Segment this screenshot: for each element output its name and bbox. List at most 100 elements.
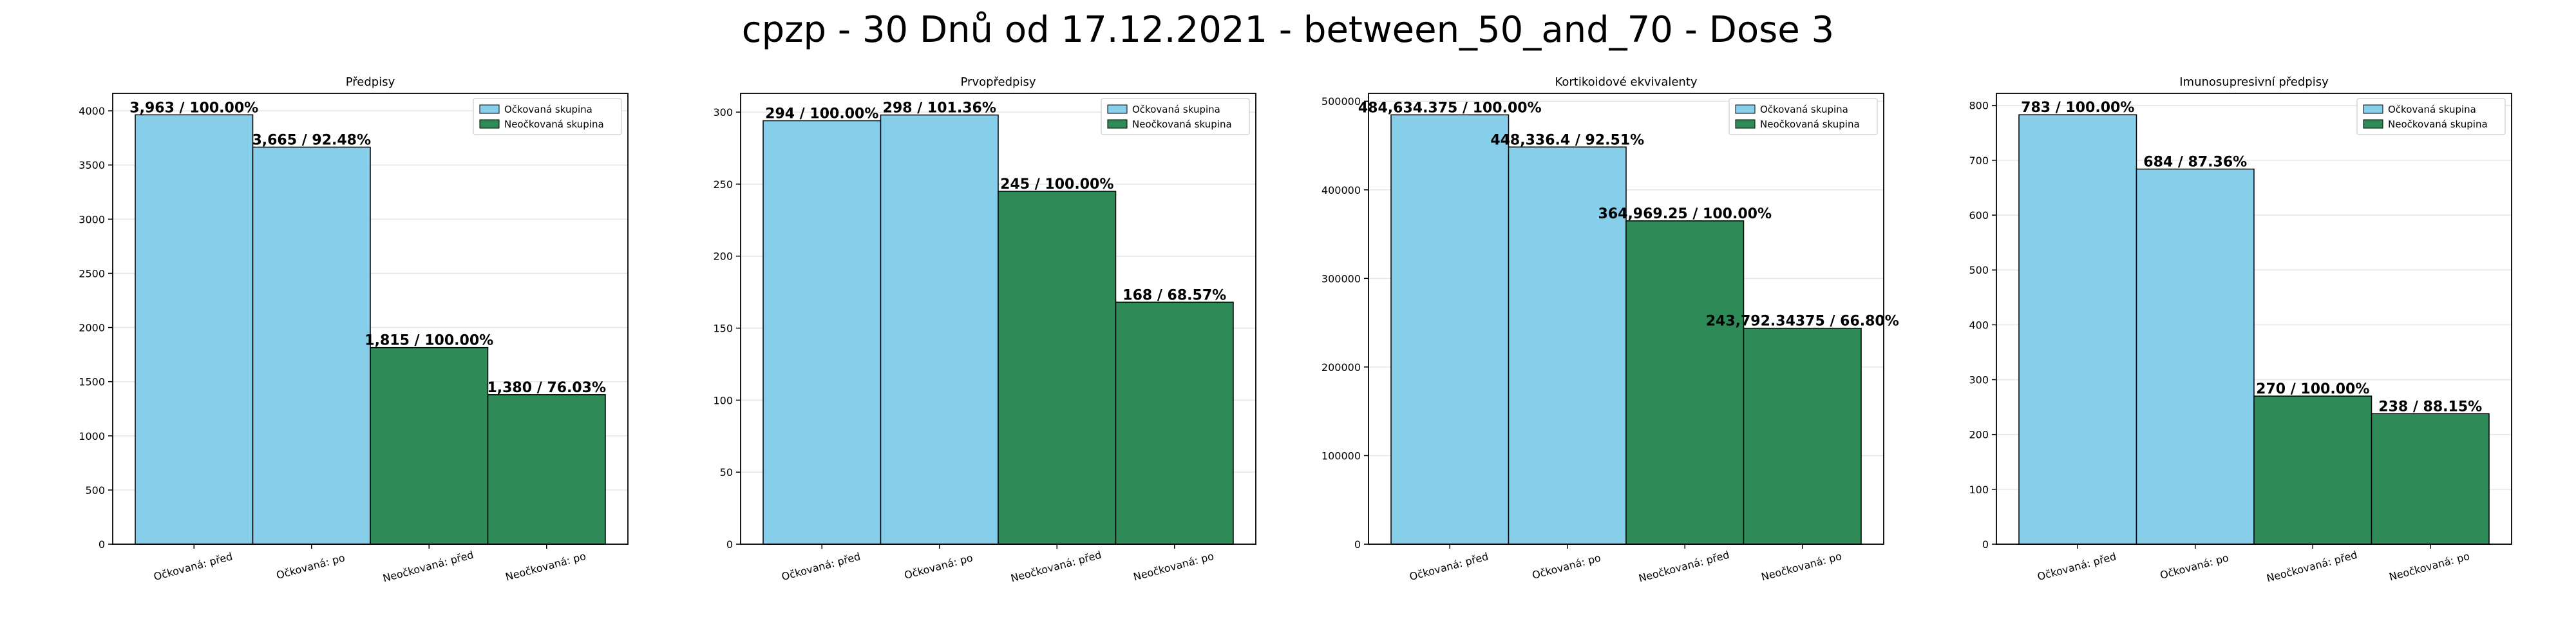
y-tick-label: 3000: [79, 213, 105, 225]
x-tick-label: Neočkovaná: před: [1637, 549, 1730, 585]
bar-4: [2371, 413, 2490, 545]
x-tick-label: Neočkovaná: po: [2388, 550, 2471, 583]
legend: Očkovaná skupina Neočkovaná skupina: [2356, 98, 2506, 135]
y-tick-label: 0: [1354, 538, 1361, 551]
y-tick-label: 600: [1969, 209, 1989, 222]
y-tick-label: 0: [99, 538, 105, 551]
y-tick-label: 100000: [1321, 450, 1361, 462]
bar-value-label: 294 / 100.00%: [765, 106, 878, 122]
axes-frame: [740, 93, 1256, 545]
legend: Očkovaná skupina Neočkovaná skupina: [1101, 98, 1250, 135]
bar-value-label: 783 / 100.00%: [2021, 100, 2134, 116]
y-tick-label: 500000: [1321, 95, 1361, 108]
y-tick-label: 500: [1969, 264, 1989, 276]
bar-3: [1625, 220, 1745, 545]
legend-box: [1101, 98, 1250, 135]
y-tick-label: 4000: [79, 105, 105, 117]
axes-frame: [112, 93, 629, 545]
legend-swatch: [479, 119, 500, 129]
x-tick-label: Neočkovaná: po: [1760, 550, 1843, 583]
chart-title: Kortikoidové ekvivalenty: [1555, 75, 1697, 89]
chart-panel-2: 294 / 100.00% 298 / 101.36% 245 / 100.00% 1…: [713, 75, 1256, 585]
y-tick-label: 0: [726, 538, 733, 551]
x-tick-label: Neočkovaná: po: [1132, 550, 1215, 583]
bar-value-label: 684 / 87.36%: [2143, 155, 2247, 171]
x-tick-label: Očkovaná: před: [1408, 550, 1490, 583]
bar-1: [135, 114, 254, 545]
y-tick-label: 3500: [79, 159, 105, 171]
y-tick-label: 400000: [1321, 184, 1361, 196]
bar-value-label: 238 / 88.15%: [2378, 399, 2482, 415]
legend-label: Neočkovaná skupina: [1760, 118, 1860, 130]
x-tick-label: Očkovaná: po: [275, 551, 346, 582]
y-tick-label: 300: [713, 106, 733, 118]
axes-frame: [1368, 93, 1884, 545]
y-tick-label: 100: [1969, 484, 1989, 496]
legend-label: Očkovaná skupina: [2388, 104, 2476, 115]
legend-label: Očkovaná skupina: [504, 104, 592, 115]
chart-title: Imunosupresivní předpisy: [2179, 75, 2329, 89]
x-tick-label: Neočkovaná: před: [1009, 549, 1103, 585]
bar-value-label: 3,963 / 100.00%: [129, 100, 258, 116]
bar-4: [487, 394, 606, 545]
bar-value-label: 270 / 100.00%: [2256, 381, 2369, 397]
legend: Očkovaná skupina Neočkovaná skupina: [1728, 98, 1878, 135]
bar-value-label: 1,815 / 100.00%: [365, 333, 493, 349]
bar-2: [1508, 146, 1627, 545]
chart-title: Prvopředpisy: [961, 75, 1036, 89]
legend-swatch: [1735, 104, 1756, 114]
bar-value-label: 298 / 101.36%: [883, 100, 996, 117]
y-tick-label: 500: [85, 484, 105, 497]
x-tick-label: Očkovaná: po: [2159, 551, 2230, 582]
bar-value-label: 1,380 / 76.03%: [487, 380, 606, 396]
legend: Očkovaná skupina Neočkovaná skupina: [473, 98, 622, 135]
chart-title: Předpisy: [346, 75, 395, 89]
bar-value-label: 484,634.375 / 100.00%: [1358, 100, 1542, 116]
bar-value-label: 364,969.25 / 100.00%: [1598, 206, 1772, 222]
bar-2: [2136, 168, 2255, 545]
legend-box: [2356, 98, 2506, 135]
bar-4: [1743, 327, 1862, 545]
bar-value-label: 448,336.4 / 92.51%: [1490, 132, 1644, 148]
y-tick-label: 1500: [79, 376, 105, 388]
y-tick-label: 2500: [79, 267, 105, 279]
x-tick-label: Očkovaná: po: [1531, 551, 1602, 582]
y-tick-label: 800: [1969, 100, 1989, 112]
y-tick-label: 700: [1969, 155, 1989, 167]
legend-box: [473, 98, 622, 135]
x-tick-label: Očkovaná: po: [903, 551, 974, 582]
legend-swatch: [2363, 104, 2383, 114]
legend-label: Očkovaná skupina: [1132, 104, 1220, 115]
bar-value-label: 3,665 / 92.48%: [252, 132, 371, 148]
bar-value-label: 245 / 100.00%: [1000, 176, 1113, 193]
legend-swatch: [1107, 104, 1128, 114]
bar-1: [762, 120, 882, 545]
legend-swatch: [479, 104, 500, 114]
y-tick-label: 200000: [1321, 361, 1361, 374]
y-tick-label: 250: [713, 178, 733, 191]
bar-1: [1390, 114, 1510, 545]
chart-panel-3: 484,634.375 / 100.00% 448,336.4 / 92.51% 3…: [1321, 75, 1899, 585]
bar-2: [252, 146, 371, 545]
x-tick-label: Očkovaná: před: [781, 550, 862, 583]
y-tick-label: 2000: [79, 322, 105, 334]
legend-label: Neočkovaná skupina: [504, 118, 604, 130]
y-tick-label: 150: [713, 323, 733, 335]
legend-label: Očkovaná skupina: [1760, 104, 1848, 115]
bar-1: [2018, 114, 2137, 545]
y-tick-label: 50: [720, 466, 733, 478]
x-tick-label: Neočkovaná: po: [504, 550, 587, 583]
y-tick-label: 300: [1969, 374, 1989, 386]
legend-swatch: [2363, 119, 2383, 129]
y-tick-label: 200: [1969, 429, 1989, 441]
y-tick-label: 400: [1969, 319, 1989, 331]
bar-3: [998, 191, 1117, 545]
bar-2: [880, 114, 999, 545]
bar-value-label: 243,792.34375 / 66.80%: [1706, 314, 1899, 330]
chart-panel-1: 3,963 / 100.00% 3,665 / 92.48% 1,815 / 100…: [79, 75, 629, 585]
axes-frame: [1996, 93, 2512, 545]
y-tick-label: 0: [1982, 538, 1989, 551]
bar-3: [370, 346, 489, 545]
y-tick-label: 300000: [1321, 272, 1361, 285]
x-tick-label: Očkovaná: před: [2036, 550, 2118, 583]
